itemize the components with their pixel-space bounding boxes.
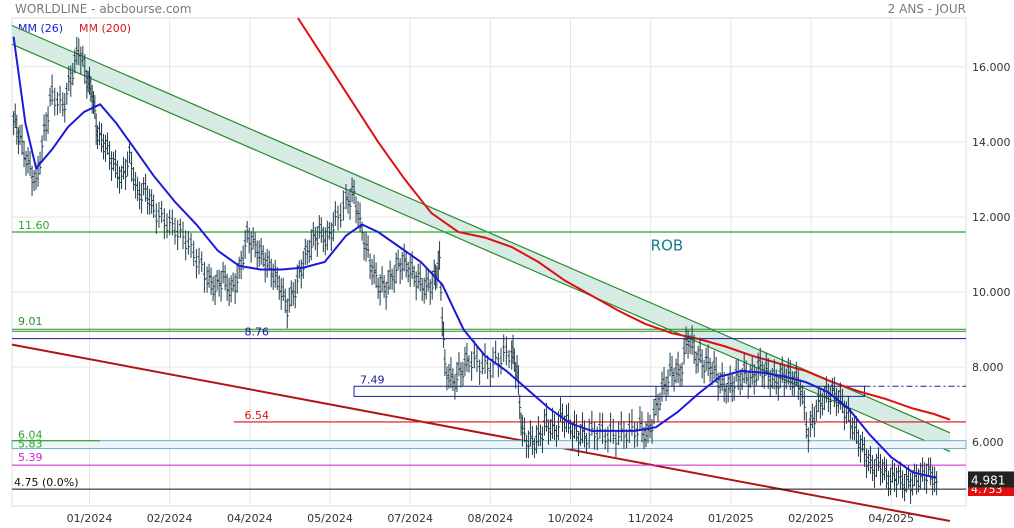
legend-ma200: MM (200) bbox=[79, 22, 132, 35]
channel-lower-line bbox=[11, 43, 951, 453]
plot-frame bbox=[11, 17, 967, 507]
channel-upper-line bbox=[11, 24, 951, 434]
period-label: 2 ANS - JOUR bbox=[887, 2, 966, 16]
x-tick-label: 02/2024 bbox=[147, 512, 193, 525]
x-tick-label: 11/2024 bbox=[628, 512, 674, 525]
x-tick-label: 08/2024 bbox=[467, 512, 513, 525]
ma26-line bbox=[12, 36, 937, 479]
y-tick-label: 6.000 bbox=[972, 436, 1004, 449]
current-price-tag bbox=[968, 471, 1014, 488]
level-label: 11.60 bbox=[18, 219, 50, 232]
chart-title: WORLDLINE - abcbourse.com bbox=[15, 2, 192, 16]
x-tick-label: 01/2025 bbox=[708, 512, 754, 525]
ma200-line bbox=[297, 17, 951, 421]
x-tick-label: 04/2024 bbox=[227, 512, 273, 525]
x-tick-label: 05/2024 bbox=[307, 512, 353, 525]
legend-ma26: MM (26) bbox=[18, 22, 64, 35]
level-zone bbox=[353, 385, 865, 397]
x-tick-label: 02/2025 bbox=[788, 512, 834, 525]
current-price-value: 4.981 bbox=[971, 473, 1005, 487]
y-tick-label: 12.000 bbox=[972, 211, 1011, 224]
x-tick-label: 10/2024 bbox=[548, 512, 594, 525]
level-label: 6.04 bbox=[18, 429, 43, 442]
support-trendline bbox=[11, 343, 951, 522]
level-label: 7.49 bbox=[360, 373, 385, 386]
y-tick-label: 8.000 bbox=[972, 361, 1004, 374]
y-tick-label: 16.000 bbox=[972, 61, 1011, 74]
level-label: 5.83 bbox=[18, 438, 43, 451]
level-zone bbox=[11, 440, 967, 450]
y-tick-label: 10.000 bbox=[972, 286, 1011, 299]
x-tick-label: 07/2024 bbox=[387, 512, 433, 525]
level-label: 9.01 bbox=[18, 315, 43, 328]
level-label: 5.39 bbox=[18, 451, 43, 464]
level-label: 8.76 bbox=[244, 326, 269, 339]
level-label: 6.54 bbox=[244, 409, 269, 422]
x-tick-label: 01/2024 bbox=[67, 512, 113, 525]
y-tick-label: 14.000 bbox=[972, 136, 1011, 149]
level-label: 4.75 (0.0%) bbox=[14, 476, 79, 489]
channel-band bbox=[12, 25, 950, 452]
channel-label: ROB bbox=[651, 237, 684, 255]
x-tick-label: 04/2025 bbox=[868, 512, 914, 525]
